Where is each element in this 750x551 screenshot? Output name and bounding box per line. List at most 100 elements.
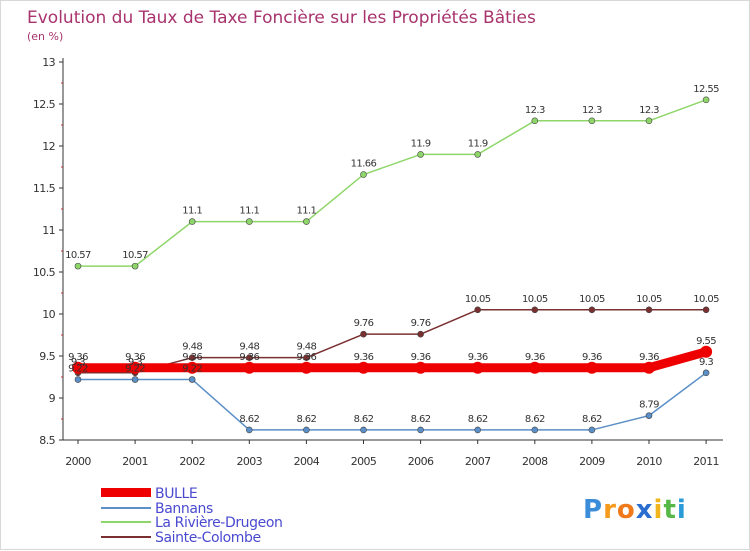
y-tick-label: 12 (42, 140, 55, 153)
data-point-la-riviere-drugeon (417, 151, 424, 158)
data-label-la-riviere-drugeon: 11.1 (296, 206, 316, 217)
data-label-bannans: 9.3 (699, 357, 713, 368)
data-point-la-riviere-drugeon (188, 218, 196, 225)
data-label-bannans: 9.22 (182, 364, 202, 375)
y-tick-label: 9.5 (39, 350, 55, 363)
data-label-bannans: 8.62 (296, 414, 316, 425)
legend-label-sainte-colombe: Sainte-Colombe (155, 530, 261, 546)
data-label-la-riviere-drugeon: 10.57 (122, 250, 148, 261)
data-point-bulle (243, 361, 256, 374)
x-tick-label: 2008 (522, 455, 548, 468)
logo-letter: P (583, 495, 603, 525)
data-label-bannans: 9.22 (125, 364, 145, 375)
data-label-bulle: 9.36 (354, 352, 374, 363)
data-point-la-riviere-drugeon (246, 218, 253, 225)
data-point-sainte-colombe (188, 354, 196, 361)
legend-label-la-riviere-drugeon: La Rivière-Drugeon (155, 515, 283, 531)
data-label-bannans: 8.62 (525, 414, 545, 425)
data-label-la-riviere-drugeon: 11.1 (239, 206, 259, 217)
legend-swatch-bulle (101, 488, 151, 497)
data-label-la-riviere-drugeon: 12.55 (693, 84, 719, 95)
series-line-la-riviere-drugeon (77, 99, 707, 267)
data-point-la-riviere-drugeon (645, 117, 653, 125)
series-lines (73, 99, 711, 431)
data-point-bannans (645, 412, 653, 419)
logo-letter: r (603, 495, 617, 525)
x-tick-label: 2004 (294, 455, 320, 468)
data-point-bannans (417, 426, 424, 434)
data-point-sainte-colombe (417, 330, 424, 338)
x-tick-label: 2010 (636, 455, 662, 468)
chart-subtitle: (en %) (27, 30, 63, 43)
series-line-bulle (73, 347, 711, 373)
x-tick-label: 2002 (179, 455, 205, 468)
x-tick-label: 2007 (465, 455, 491, 468)
logo-letter: i (677, 495, 687, 525)
data-label-bulle: 9.36 (296, 352, 316, 363)
data-labels: 9.22 9.22 9.22 8.62 8.62 8.62 8.62 8.62 8.62 8.62… (65, 84, 720, 425)
data-point-la-riviere-drugeon (74, 262, 82, 270)
data-point-sainte-colombe (246, 354, 253, 361)
data-point-sainte-colombe (531, 306, 539, 314)
data-label-la-riviere-drugeon: 12.3 (525, 105, 545, 116)
data-label-bannans: 9.22 (68, 364, 88, 375)
y-tick-label: 12.5 (33, 98, 56, 111)
data-label-bulle: 9.36 (68, 352, 88, 363)
y-tick-label: 10.5 (33, 266, 56, 279)
data-point-bannans (360, 426, 367, 434)
data-point-bulle (700, 345, 713, 358)
x-tick-label: 2005 (351, 455, 377, 468)
data-label-sainte-colombe: 9.3 (128, 357, 142, 368)
y-tick-label: 11.5 (33, 182, 56, 195)
data-point-bannans (74, 376, 82, 383)
data-label-sainte-colombe: 10.05 (693, 294, 719, 305)
data-point-la-riviere-drugeon (131, 262, 139, 270)
logo-letter: o (617, 495, 636, 525)
data-label-sainte-colombe: 9.76 (354, 318, 374, 329)
data-point-sainte-colombe (360, 330, 367, 338)
data-label-bannans: 8.62 (239, 414, 259, 425)
legend-label-bulle: BULLE (155, 486, 197, 502)
data-point-bulle (414, 361, 427, 374)
data-point-sainte-colombe (645, 306, 653, 314)
data-label-bulle: 9.36 (582, 352, 602, 363)
data-label-bulle: 9.36 (125, 352, 145, 363)
data-point-bannans (246, 426, 253, 434)
data-point-la-riviere-drugeon (531, 117, 539, 125)
data-label-sainte-colombe: 10.05 (579, 294, 605, 305)
x-tick-label: 2001 (122, 455, 148, 468)
data-label-la-riviere-drugeon: 11.66 (351, 159, 377, 170)
y-tick-label: 13 (42, 56, 55, 69)
logo-letter: t (663, 495, 676, 525)
data-label-bulle: 9.36 (239, 352, 259, 363)
legend: BULLE Bannans La Rivière-Drugeon Sainte-… (101, 486, 283, 546)
data-label-sainte-colombe: 10.05 (636, 294, 662, 305)
data-label-bannans: 8.62 (468, 414, 488, 425)
x-tick-label: 2003 (236, 455, 262, 468)
data-point-bulle (129, 361, 142, 374)
y-tick-label: 8.5 (39, 434, 55, 447)
data-point-bannans (531, 426, 539, 434)
data-point-bulle (186, 361, 199, 374)
data-label-bannans: 8.62 (582, 414, 602, 425)
data-label-la-riviere-drugeon: 11.1 (182, 206, 202, 217)
series-line-sainte-colombe (77, 309, 707, 374)
data-point-bulle (585, 361, 598, 374)
data-point-bannans (131, 376, 139, 383)
series-points (72, 96, 713, 434)
data-point-la-riviere-drugeon (588, 117, 596, 125)
data-label-bulle: 9.36 (639, 352, 659, 363)
data-point-bannans (702, 369, 710, 377)
data-label-sainte-colombe: 9.3 (71, 357, 85, 368)
legend-label-bannans: Bannans (155, 501, 213, 517)
x-tick-label: 2000 (65, 455, 91, 468)
proxiti-logo: Proxiti (583, 495, 687, 525)
data-point-sainte-colombe (588, 306, 596, 314)
data-point-la-riviere-drugeon (303, 218, 310, 225)
data-label-bulle: 9.36 (182, 352, 202, 363)
data-label-sainte-colombe: 9.48 (239, 342, 259, 353)
data-point-bannans (474, 426, 482, 434)
series-line-bannans (77, 372, 707, 431)
data-point-la-riviere-drugeon (360, 171, 367, 178)
